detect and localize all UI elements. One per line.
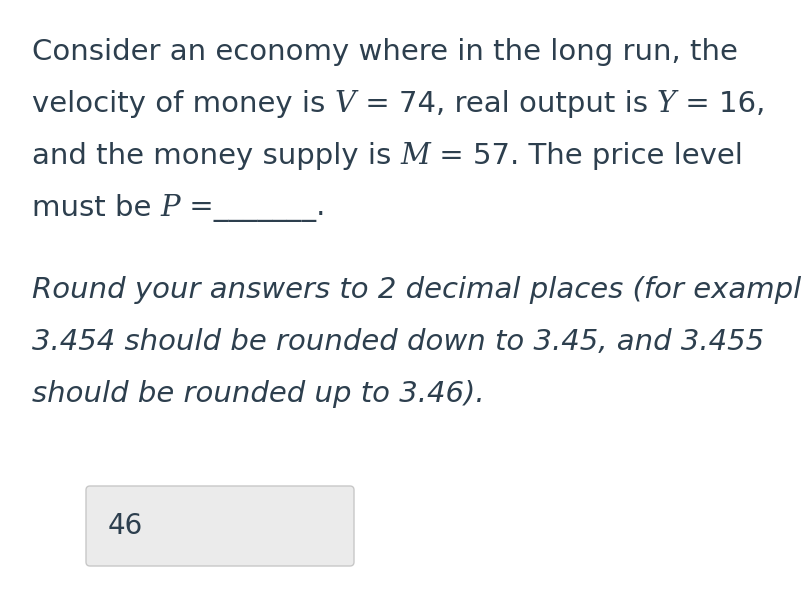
- Text: should be rounded up to 3.46).: should be rounded up to 3.46).: [32, 380, 484, 408]
- FancyBboxPatch shape: [86, 486, 354, 566]
- Text: Round your answers to 2 decimal places (for example,: Round your answers to 2 decimal places (…: [32, 276, 802, 304]
- Text: must be: must be: [32, 194, 160, 222]
- Text: Consider an economy where in the long run, the: Consider an economy where in the long ru…: [32, 38, 738, 66]
- Text: M: M: [400, 142, 431, 170]
- Text: = 16,: = 16,: [676, 90, 765, 118]
- Text: 46: 46: [108, 512, 144, 540]
- Text: velocity of money is: velocity of money is: [32, 90, 334, 118]
- Text: = 57. The price level: = 57. The price level: [431, 142, 743, 170]
- Text: 3.454 should be rounded down to 3.45, and 3.455: 3.454 should be rounded down to 3.45, an…: [32, 328, 764, 356]
- Text: and the money supply is: and the money supply is: [32, 142, 400, 170]
- Text: = 74, real output is: = 74, real output is: [355, 90, 657, 118]
- Text: Y: Y: [657, 90, 676, 118]
- Text: V: V: [334, 90, 355, 118]
- Text: =_______.: =_______.: [180, 194, 326, 222]
- Text: P: P: [160, 194, 180, 222]
